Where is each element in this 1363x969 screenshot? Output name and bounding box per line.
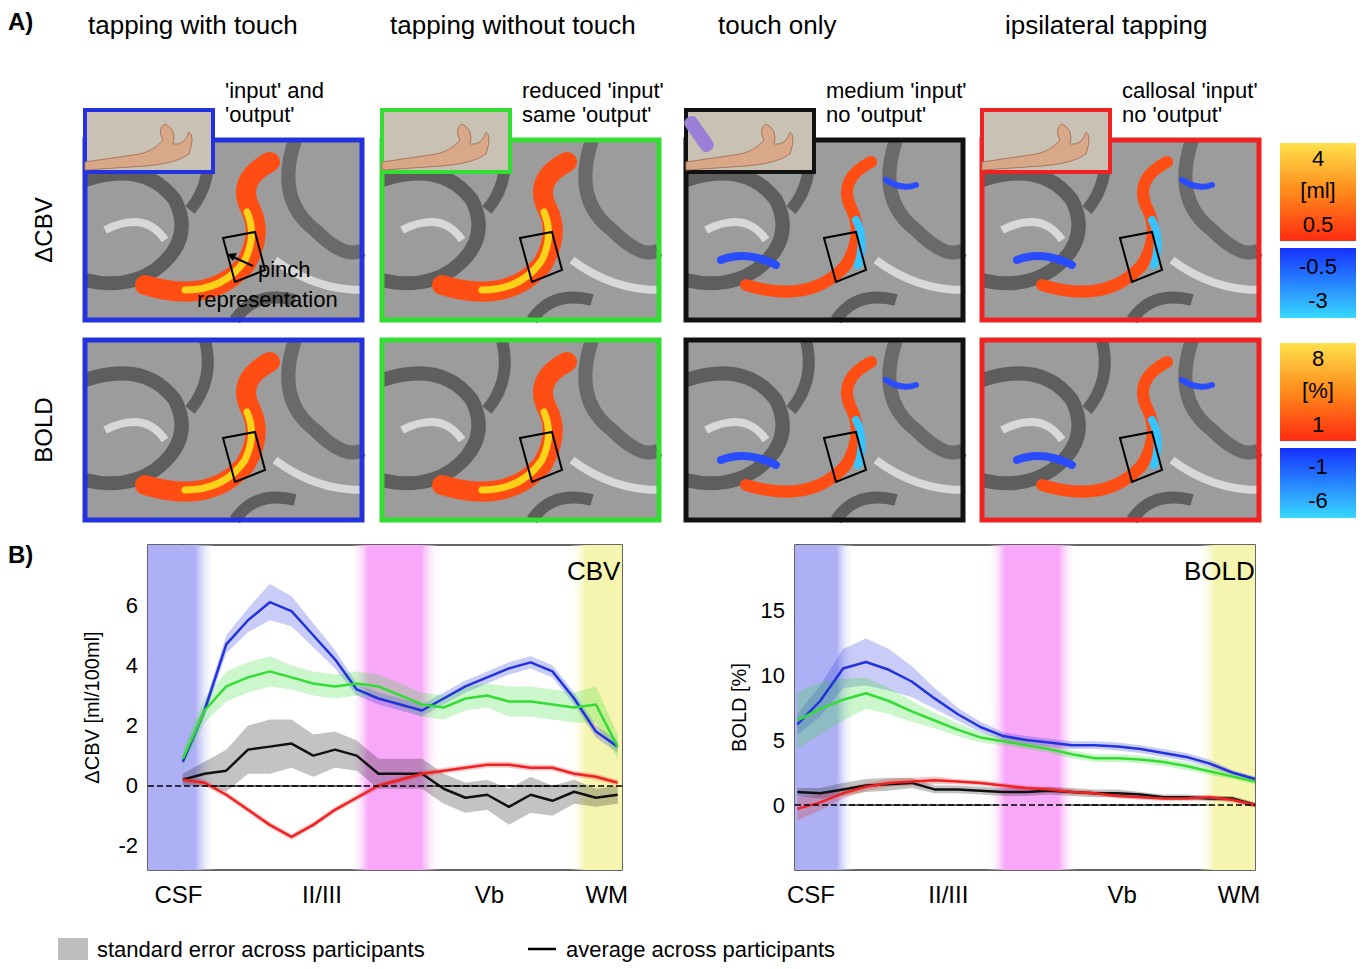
svg-text:medium 'input': medium 'input' bbox=[826, 78, 966, 103]
svg-text:5: 5 bbox=[773, 728, 785, 753]
svg-text:CSF: CSF bbox=[787, 881, 835, 908]
svg-text:WM: WM bbox=[1218, 881, 1261, 908]
svg-text:ipsilateral tapping: ipsilateral tapping bbox=[1005, 10, 1207, 40]
svg-text:standard error across particip: standard error across participants bbox=[97, 937, 425, 962]
svg-text:[%]: [%] bbox=[1302, 378, 1334, 403]
svg-text:8: 8 bbox=[1312, 346, 1324, 371]
svg-text:representation: representation bbox=[197, 287, 338, 312]
svg-text:ΔCBV [ml/100ml]: ΔCBV [ml/100ml] bbox=[81, 631, 103, 783]
svg-text:0: 0 bbox=[773, 793, 785, 818]
svg-text:II/III: II/III bbox=[928, 881, 968, 908]
svg-text:Vb: Vb bbox=[475, 881, 504, 908]
svg-text:A): A) bbox=[8, 8, 33, 35]
svg-text:II/III: II/III bbox=[302, 881, 342, 908]
svg-text:average across participants: average across participants bbox=[566, 937, 835, 962]
svg-text:4: 4 bbox=[126, 653, 138, 678]
svg-text:[ml]: [ml] bbox=[1300, 178, 1335, 203]
svg-text:-0.5: -0.5 bbox=[1299, 254, 1337, 279]
svg-text:pinch: pinch bbox=[258, 257, 311, 282]
svg-text:1: 1 bbox=[1312, 412, 1324, 437]
svg-text:BOLD: BOLD bbox=[30, 397, 57, 462]
svg-text:-1: -1 bbox=[1308, 454, 1328, 479]
svg-text:0.5: 0.5 bbox=[1303, 212, 1334, 237]
svg-text:15: 15 bbox=[761, 598, 785, 623]
svg-text:no 'output': no 'output' bbox=[1122, 102, 1222, 127]
svg-text:reduced 'input': reduced 'input' bbox=[522, 78, 664, 103]
svg-text:'input' and: 'input' and bbox=[225, 78, 324, 103]
svg-text:Vb: Vb bbox=[1108, 881, 1137, 908]
svg-text:WM: WM bbox=[585, 881, 628, 908]
svg-text:-6: -6 bbox=[1308, 488, 1328, 513]
svg-text:0: 0 bbox=[126, 773, 138, 798]
svg-text:ΔCBV: ΔCBV bbox=[30, 197, 57, 262]
svg-text:BOLD: BOLD bbox=[1184, 556, 1255, 586]
svg-text:-3: -3 bbox=[1308, 288, 1328, 313]
svg-text:BOLD [%]: BOLD [%] bbox=[728, 663, 750, 752]
svg-text:CSF: CSF bbox=[154, 881, 202, 908]
svg-text:CBV: CBV bbox=[567, 556, 621, 586]
svg-text:2: 2 bbox=[126, 713, 138, 738]
svg-text:4: 4 bbox=[1312, 146, 1324, 171]
svg-text:touch only: touch only bbox=[718, 10, 837, 40]
svg-text:'output': 'output' bbox=[225, 102, 295, 127]
svg-text:no 'output': no 'output' bbox=[826, 102, 926, 127]
svg-text:tapping with touch: tapping with touch bbox=[88, 10, 298, 40]
svg-text:B): B) bbox=[8, 541, 33, 568]
svg-text:same 'output': same 'output' bbox=[522, 102, 651, 127]
svg-text:callosal 'input': callosal 'input' bbox=[1122, 78, 1258, 103]
svg-text:10: 10 bbox=[761, 663, 785, 688]
svg-text:6: 6 bbox=[126, 593, 138, 618]
svg-text:tapping without touch: tapping without touch bbox=[390, 10, 636, 40]
svg-text:-2: -2 bbox=[118, 833, 138, 858]
